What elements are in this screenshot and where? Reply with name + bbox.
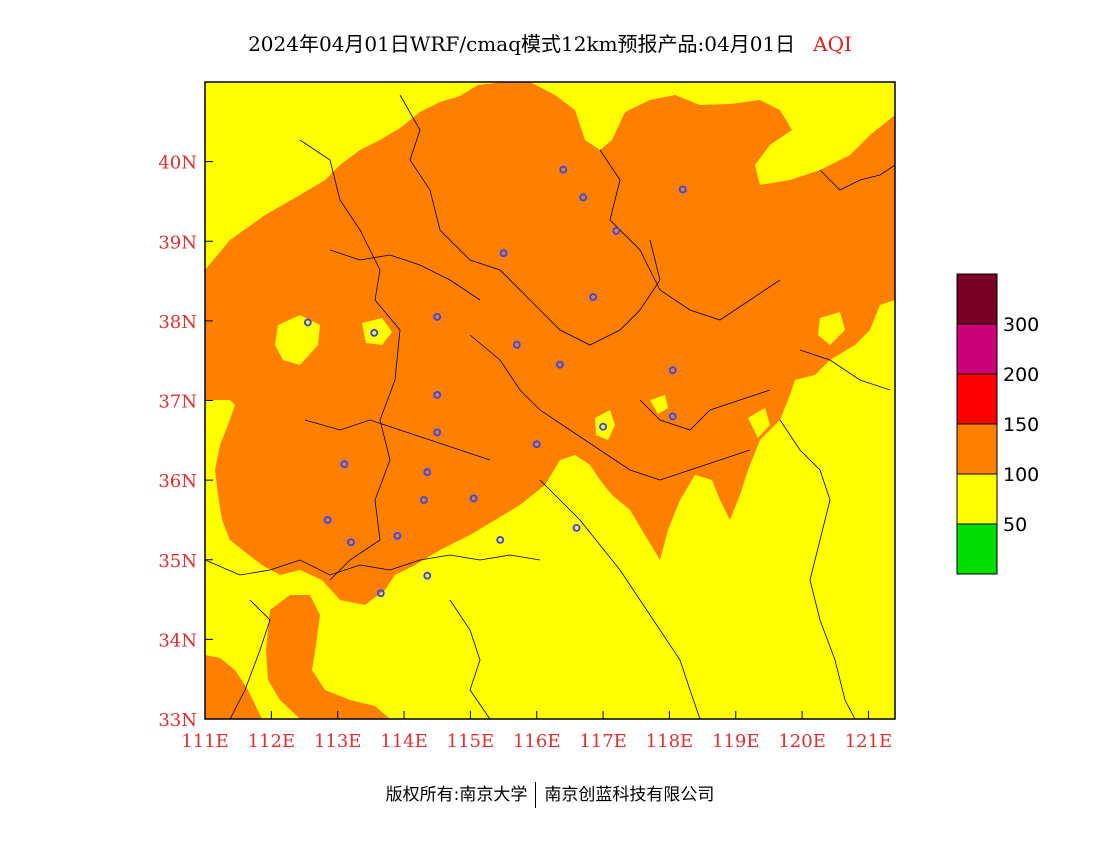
- aqi-orange-region-west-edge: [205, 370, 240, 400]
- station-marker: [420, 496, 428, 504]
- station-marker: [589, 293, 598, 301]
- station-marker: [496, 535, 505, 544]
- copyright-footer: 版权所有:南京大学 南京创蓝科技有限公司: [0, 780, 1100, 808]
- legend-swatch: [956, 473, 998, 525]
- x-tick-label: 114E: [380, 731, 428, 752]
- aqi-orange-region-main: [205, 82, 895, 605]
- x-tick-label: 112E: [248, 731, 296, 752]
- x-axis: 111E 112E 113E 114E 115E 116E 117E 118E 119E 120E…: [181, 711, 892, 752]
- station-marker: [370, 328, 379, 337]
- station-marker: [423, 571, 432, 580]
- aqi-yellow-patch-east: [650, 395, 668, 414]
- station-marker: [423, 468, 432, 477]
- y-tick-label: 35N: [158, 551, 197, 572]
- y-tick-label: 37N: [158, 392, 197, 413]
- x-tick-label: 116E: [513, 731, 561, 752]
- legend-swatch: [956, 323, 998, 375]
- station-marker: [433, 428, 442, 437]
- station-marker: [433, 312, 442, 321]
- station-marker: [512, 340, 521, 349]
- station-marker: [678, 185, 687, 194]
- title-tag: AQI: [813, 32, 852, 56]
- legend-label: 300: [1003, 314, 1039, 336]
- station-marker: [599, 422, 607, 431]
- map-title: 2024年04月01日WRF/cmaq模式12km预报产品:04月01日 AQI: [0, 28, 1100, 57]
- station-marker: [340, 460, 349, 469]
- station-marker: [303, 318, 312, 327]
- legend-swatch: [956, 273, 998, 325]
- x-tick-label: 121E: [845, 731, 893, 752]
- station-marker: [532, 440, 541, 449]
- legend-label: 50: [1003, 514, 1027, 536]
- legend-swatch: [956, 523, 998, 575]
- aqi-yellow-patch-coast: [748, 408, 770, 438]
- station-marker: [433, 391, 442, 399]
- legend-swatch: [956, 373, 998, 425]
- station-marker: [572, 524, 581, 532]
- station-marker: [556, 360, 564, 369]
- y-tick-label: 34N: [158, 630, 197, 651]
- y-tick-label: 38N: [158, 312, 197, 333]
- x-tick-label: 117E: [579, 731, 627, 752]
- station-marker: [612, 226, 621, 235]
- x-tick-label: 119E: [712, 731, 760, 752]
- aqi-yellow-patch-taiyuan: [275, 315, 320, 365]
- footer-left: 版权所有:南京大学: [385, 785, 528, 805]
- station-marker: [393, 531, 402, 540]
- aqi-orange-region-southwest: [266, 595, 390, 719]
- legend-label: 150: [1003, 414, 1039, 436]
- station-marker: [323, 516, 332, 524]
- title-main: 2024年04月01日WRF/cmaq模式12km预报产品:04月01日: [248, 32, 796, 56]
- station-markers: [303, 165, 687, 598]
- footer-separator: [535, 782, 537, 808]
- station-marker: [668, 366, 677, 375]
- aqi-legend: 300 200 150 100 50: [956, 273, 1039, 575]
- station-marker: [579, 193, 588, 202]
- station-marker: [559, 165, 568, 174]
- y-tick-label: 33N: [158, 710, 197, 731]
- footer-right: 南京创蓝科技有限公司: [544, 785, 715, 805]
- legend-swatch: [956, 423, 998, 475]
- station-marker: [499, 249, 508, 258]
- y-tick-label: 39N: [158, 232, 197, 253]
- station-marker: [668, 412, 677, 421]
- x-tick-label: 120E: [778, 731, 826, 752]
- province-boundaries: [205, 94, 895, 719]
- x-tick-label: 118E: [646, 731, 694, 752]
- station-marker: [347, 538, 355, 547]
- aqi-yellow-patch-bohai: [818, 312, 845, 345]
- y-tick-label: 40N: [158, 153, 197, 174]
- station-marker: [469, 494, 478, 503]
- x-tick-label: 111E: [181, 731, 229, 752]
- y-axis: 33N 34N 35N 36N 37N 38N 39N 40N: [158, 153, 213, 731]
- y-tick-label: 36N: [158, 471, 197, 492]
- legend-label: 200: [1003, 364, 1039, 386]
- x-tick-label: 115E: [447, 731, 495, 752]
- legend-label: 100: [1003, 464, 1039, 486]
- map-plot-area: [205, 82, 895, 719]
- station-marker: [376, 589, 385, 598]
- x-tick-label: 113E: [314, 731, 362, 752]
- aqi-orange-region-corner: [205, 655, 262, 719]
